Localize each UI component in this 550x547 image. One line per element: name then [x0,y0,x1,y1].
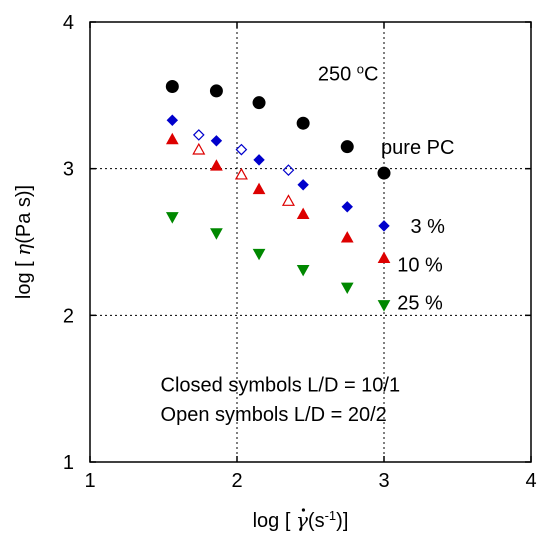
y-tick-label: 2 [63,305,74,327]
data-point-triangle-up-closed [340,231,354,243]
x-axis-label: log [ γ(s-1)] [253,508,349,533]
annotations: 250 oC pure PC 3 % 10 % 25 % Closed symbols L… [161,61,455,426]
y-axis-label: log [ η(Pa s)] [11,185,35,299]
x-tick-label: 1 [84,470,95,492]
data-point-circle-closed [252,96,266,110]
data-point-triangle-up-open [192,142,206,155]
data-point-triangle-down-closed [296,264,310,277]
data-point-circle-closed [165,80,179,94]
x-tick-label: 4 [525,470,536,492]
data-point-diamond-closed [341,201,353,213]
data-point-triangle-up-open [234,167,248,180]
axis-ticks: 1 2 3 4 1 2 3 4 [63,12,537,492]
data-point-diamond-closed [378,220,390,232]
data-point-diamond-closed [253,154,265,166]
annotation-text: pure PC [381,137,454,159]
plot-frame [89,21,532,463]
data-point-circle-closed [377,166,391,180]
x-tick-label: 3 [378,470,389,492]
annotation-text: 250 oC [318,61,379,86]
y-tick-label: 3 [63,159,74,181]
grid-lines [90,22,531,462]
data-point-diamond-open [235,143,248,156]
data-point-circle-closed [296,116,310,130]
data-point-triangle-up-open [281,194,295,206]
annotation-text: 25 % [397,292,443,314]
x-tick-label: 2 [231,470,242,492]
data-point-triangle-down-closed [165,212,179,224]
data-point-triangle-up-closed [377,251,391,264]
y-tick-label: 4 [63,12,74,34]
annotation-text: 10 % [397,254,443,276]
data-point-triangle-down-closed [252,248,266,261]
data-point-circle-closed [340,140,354,154]
annotation-text: Closed symbols L/D = 10/1 [161,375,401,397]
data-point-diamond-closed [210,135,223,147]
annotation-text: 3 % [410,216,445,238]
annotation-text: Open symbols L/D = 20/2 [161,404,387,426]
data-point-diamond-closed [297,179,309,191]
data-point-circle-closed [209,84,223,98]
data-point-diamond-closed [166,114,179,126]
data-point-triangle-down-closed [340,282,354,294]
data-point-triangle-up-closed [210,159,223,171]
data-point-triangle-down-closed [210,228,223,240]
data-point-triangle-up-closed [296,207,310,220]
data-point-triangle-up-closed [252,182,266,195]
data-point-diamond-open [282,164,295,176]
data-point-triangle-up-closed [165,132,179,145]
data-point-diamond-open [192,129,205,141]
gamma-dot-accent [301,508,306,512]
y-tick-label: 1 [63,452,74,474]
data-marks [165,80,391,312]
data-point-triangle-down-closed [377,300,391,312]
